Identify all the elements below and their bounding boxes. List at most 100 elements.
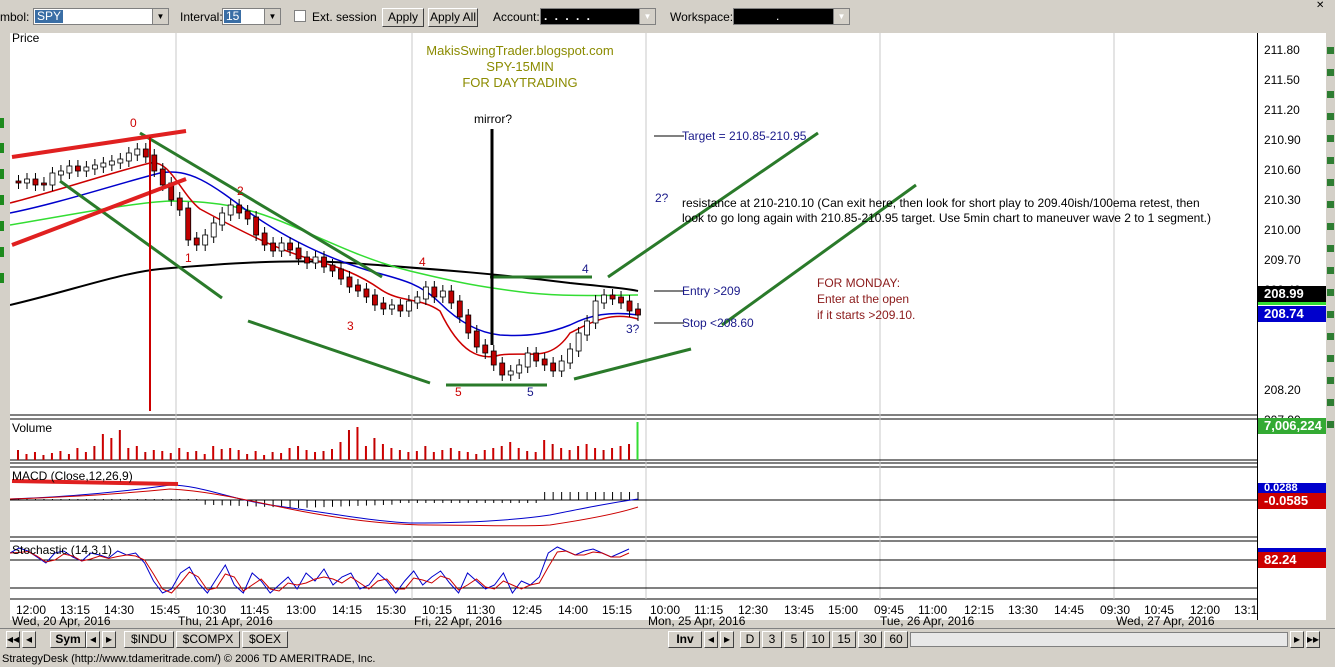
tool-icon[interactable]	[1327, 333, 1334, 340]
trend-line	[247, 319, 431, 385]
candle-body	[372, 294, 378, 306]
macd-hist-bar	[416, 500, 418, 503]
tool-icon[interactable]	[1327, 399, 1334, 406]
chevron-down-icon[interactable]: ▼	[833, 9, 849, 24]
stoch-panel-title: Stochastic (14,3,1)	[12, 543, 113, 557]
status-bar: StrategyDesk (http://www.tdameritrade.co…	[0, 651, 1335, 667]
volume-bar	[169, 453, 172, 460]
workspace-combobox[interactable]: . ▼	[733, 8, 850, 25]
tool-icon[interactable]	[1327, 311, 1334, 318]
tab-15[interactable]: 15	[832, 631, 856, 648]
macd-hist-bar	[399, 500, 401, 503]
prev-icon[interactable]: ◂	[704, 631, 718, 648]
chevron-down-icon[interactable]: ▼	[152, 9, 168, 24]
volume-bar	[364, 446, 367, 460]
macd-hist-bar	[340, 500, 342, 507]
tab-compx[interactable]: $COMPX	[176, 631, 240, 648]
macd-hist-bar	[595, 492, 597, 500]
apply-button[interactable]: Apply	[382, 8, 424, 27]
tool-icon[interactable]	[1327, 355, 1334, 362]
next-icon[interactable]: ▸	[1290, 631, 1304, 648]
tool-icon[interactable]	[1327, 47, 1334, 54]
macd-hist-bar	[111, 499, 113, 500]
candle-body	[176, 197, 183, 211]
tool-icon[interactable]	[1327, 245, 1334, 252]
tool-icon[interactable]	[1327, 377, 1334, 384]
tool-icon[interactable]	[1327, 421, 1334, 428]
time-tick-label: 14:00	[558, 603, 589, 617]
first-page-icon[interactable]: ◂◂	[6, 631, 20, 648]
tool-icon[interactable]	[1327, 135, 1334, 142]
tab-5[interactable]: 5	[784, 631, 804, 648]
prev-icon[interactable]: ◂	[22, 631, 36, 648]
tab-indu[interactable]: $INDU	[124, 631, 174, 648]
candle-body	[117, 158, 124, 164]
volume-bar	[509, 442, 512, 460]
last-page-icon[interactable]: ▸▸	[1306, 631, 1320, 648]
marker-icon	[0, 247, 4, 257]
ext-session-checkbox[interactable]	[294, 10, 306, 22]
tool-icon[interactable]	[1327, 69, 1334, 76]
tab-10[interactable]: 10	[806, 631, 830, 648]
account-label: Account:	[493, 10, 540, 24]
chevron-down-icon[interactable]: ▼	[264, 9, 280, 24]
interval-combobox[interactable]: 15 ▼	[222, 8, 281, 25]
wave-label-3: 3	[347, 319, 354, 333]
account-combobox[interactable]: . . . . . ▼	[540, 8, 656, 25]
apply-all-button[interactable]: Apply All	[428, 8, 478, 27]
tab-inv[interactable]: Inv	[668, 631, 702, 648]
time-tick-label: 11:15	[694, 603, 724, 617]
right-scrollbar[interactable]	[1326, 33, 1335, 653]
time-tick-label: 14:15	[332, 603, 363, 617]
tab-oex[interactable]: $OEX	[242, 631, 288, 648]
candle-body	[100, 162, 107, 168]
tab-30[interactable]: 30	[858, 631, 882, 648]
candle-body	[456, 300, 463, 318]
time-tick-label: 10:00	[650, 603, 681, 617]
marker-icon	[0, 273, 4, 283]
tab-d[interactable]: D	[740, 631, 760, 648]
wave2-label: 2?	[655, 191, 669, 205]
time-tick-label: 13:15	[60, 603, 91, 617]
tab-3[interactable]: 3	[762, 631, 782, 648]
wave-label-1: 1	[185, 251, 192, 265]
stoch-d-line	[10, 550, 630, 594]
candle-body	[49, 172, 56, 186]
tool-icon[interactable]	[1327, 223, 1334, 230]
prev-icon[interactable]: ◂	[86, 631, 100, 648]
time-tick-label: 11:45	[240, 603, 270, 617]
next-icon[interactable]: ▸	[102, 631, 116, 648]
candle-body	[134, 148, 141, 156]
tool-icon[interactable]	[1327, 267, 1334, 274]
close-icon[interactable]: ✕	[1316, 0, 1325, 11]
macd-hist-bar	[43, 499, 45, 500]
date-tick-label: Mon, 25 Apr, 2016	[648, 614, 746, 628]
candle-body	[15, 180, 22, 184]
volume-bar	[347, 430, 350, 460]
candle-body	[601, 294, 607, 304]
tool-icon[interactable]	[1327, 201, 1334, 208]
macd-signal-line	[10, 488, 639, 527]
volume-bar	[381, 444, 384, 460]
tool-icon[interactable]	[1327, 157, 1334, 164]
candle-body	[592, 300, 599, 324]
tool-icon[interactable]	[1327, 91, 1334, 98]
macd-hist-bar	[213, 500, 215, 505]
chart-area[interactable]: Price Volume MACD (Close,12,26,9) Stocha…	[10, 31, 1264, 628]
macd-hist-bar	[586, 492, 588, 500]
marker-icon	[0, 143, 4, 153]
chevron-down-icon[interactable]: ▼	[639, 9, 655, 24]
date-tick-label: Wed, 27 Apr, 2016	[1116, 614, 1215, 628]
tab-60[interactable]: 60	[884, 631, 908, 648]
tool-icon[interactable]	[1327, 113, 1334, 120]
horizontal-scrollbar[interactable]	[910, 632, 1288, 647]
tool-icon[interactable]	[1327, 179, 1334, 186]
symbol-combobox[interactable]: SPY ▼	[33, 8, 169, 25]
volume-bar	[441, 450, 444, 460]
tool-icon[interactable]	[1327, 289, 1334, 296]
time-tick-label: 11:00	[918, 603, 948, 617]
wave-label-5: 5	[455, 385, 462, 399]
tab-sym[interactable]: Sym	[50, 631, 86, 648]
macd-hist-bar	[323, 500, 325, 508]
next-icon[interactable]: ▸	[720, 631, 734, 648]
